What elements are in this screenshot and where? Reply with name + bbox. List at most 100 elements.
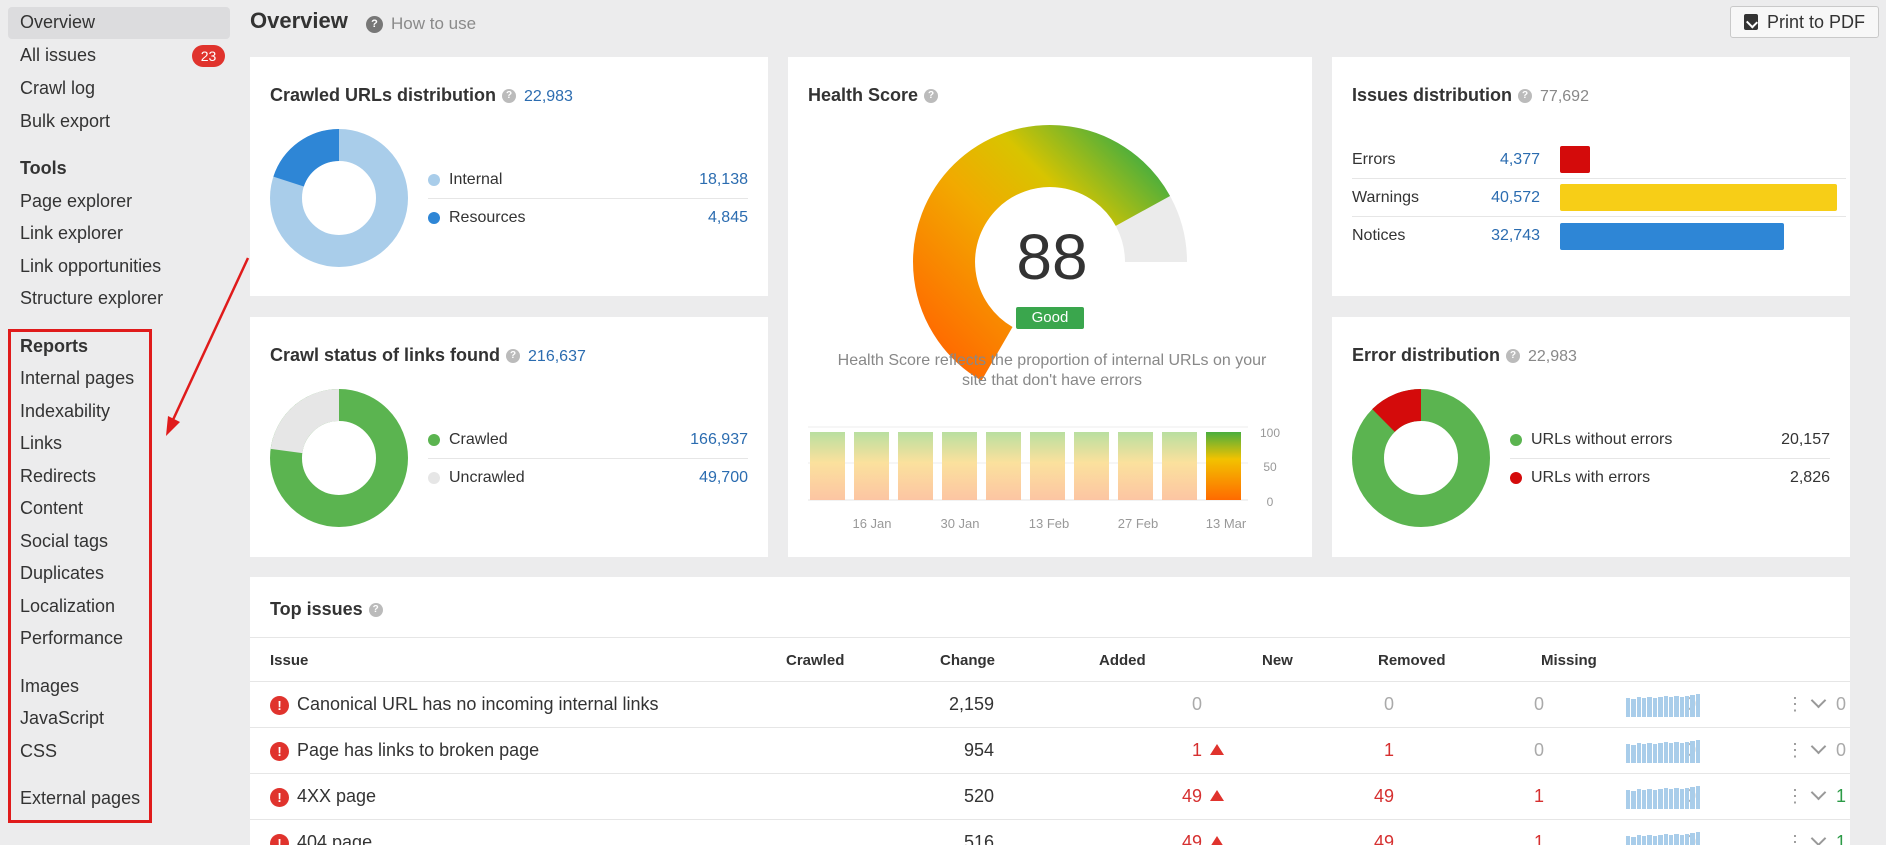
sidebar-item-duplicates[interactable]: Duplicates bbox=[20, 563, 105, 583]
issue-name[interactable]: Page has links to broken page bbox=[297, 740, 540, 760]
how-to-use-link[interactable]: ? How to use bbox=[366, 14, 476, 34]
more-options-icon[interactable]: ⋮ bbox=[1786, 832, 1804, 845]
sidebar-item-page-explorer[interactable]: Page explorer bbox=[20, 191, 133, 211]
sidebar-item-images[interactable]: Images bbox=[20, 676, 80, 696]
sidebar-item-link-explorer[interactable]: Link explorer bbox=[20, 223, 124, 243]
dist-row-warnings[interactable]: Warnings 40,572 bbox=[1352, 179, 1846, 217]
more-options-icon[interactable]: ⋮ bbox=[1786, 786, 1804, 806]
legend-urls-without-errors[interactable]: URLs without errors 20,157 bbox=[1510, 421, 1830, 459]
issue-name[interactable]: 404 page bbox=[297, 832, 373, 845]
sidebar-item-performance[interactable]: Performance bbox=[20, 628, 124, 648]
dist-row-errors[interactable]: Errors 4,377 bbox=[1352, 141, 1846, 179]
sidebar-item-indexability[interactable]: Indexability bbox=[20, 401, 111, 421]
table-row[interactable]: !4XX page5204949101⋮ bbox=[250, 774, 1850, 820]
history-bar[interactable] bbox=[1074, 432, 1109, 500]
new-value[interactable]: 1 bbox=[1533, 786, 1544, 806]
added-value[interactable]: 49 bbox=[1373, 832, 1394, 845]
legend-value[interactable]: 166,937 bbox=[690, 430, 748, 448]
help-icon[interactable]: ? bbox=[1518, 89, 1533, 104]
more-options-icon[interactable]: ⋮ bbox=[1786, 740, 1804, 760]
history-bar[interactable] bbox=[1118, 432, 1153, 500]
dist-value[interactable]: 40,572 bbox=[1491, 188, 1540, 206]
legend-urls-with-errors[interactable]: URLs with errors 2,826 bbox=[1510, 459, 1830, 497]
help-icon[interactable]: ? bbox=[368, 603, 383, 618]
help-icon[interactable]: ? bbox=[506, 349, 521, 364]
trend-sparkline bbox=[1626, 693, 1701, 717]
missing-value[interactable]: 0 bbox=[1835, 694, 1846, 714]
dist-value[interactable]: 4,377 bbox=[1499, 150, 1540, 168]
legend-uncrawled[interactable]: Uncrawled 49,700 bbox=[428, 459, 748, 497]
col-header-crawled[interactable]: Crawled bbox=[786, 652, 845, 669]
history-bar[interactable] bbox=[942, 432, 977, 500]
dist-row-notices[interactable]: Notices 32,743 bbox=[1352, 217, 1846, 255]
sidebar-item-social-tags[interactable]: Social tags bbox=[20, 531, 109, 551]
crawled-urls-total[interactable]: 22,983 bbox=[524, 88, 573, 105]
sparkline-bar bbox=[1695, 786, 1701, 809]
added-value[interactable]: 0 bbox=[1383, 694, 1394, 714]
history-bar[interactable] bbox=[1030, 432, 1065, 500]
sidebar-item-bulk-export[interactable]: Bulk export bbox=[20, 111, 111, 131]
new-value[interactable]: 1 bbox=[1533, 832, 1544, 845]
download-icon bbox=[1743, 14, 1758, 30]
more-options-icon[interactable]: ⋮ bbox=[1786, 694, 1804, 714]
sidebar-item-content[interactable]: Content bbox=[20, 498, 84, 518]
crawled-value[interactable]: 516 bbox=[963, 832, 994, 845]
new-value[interactable]: 0 bbox=[1533, 740, 1544, 760]
missing-value[interactable]: 0 bbox=[1835, 740, 1846, 760]
col-header-issue[interactable]: Issue bbox=[270, 652, 309, 669]
sidebar-item-javascript[interactable]: JavaScript bbox=[20, 708, 105, 728]
sidebar-item-external-pages[interactable]: External pages bbox=[20, 788, 141, 808]
sidebar-item-structure-explorer[interactable]: Structure explorer bbox=[20, 288, 164, 308]
sidebar-item-localization[interactable]: Localization bbox=[20, 596, 116, 616]
table-row[interactable]: ! Canonical URL has no incoming internal … bbox=[250, 682, 1850, 728]
legend-value[interactable]: 49,700 bbox=[699, 469, 748, 486]
table-row[interactable]: !404 page5164949101⋮ bbox=[250, 820, 1850, 845]
new-value[interactable]: 0 bbox=[1533, 694, 1544, 714]
history-bar[interactable] bbox=[810, 432, 845, 500]
col-header-added[interactable]: Added bbox=[1099, 652, 1146, 669]
sidebar-item-internal-pages[interactable]: Internal pages bbox=[20, 368, 135, 388]
sidebar-item-links[interactable]: Links bbox=[20, 433, 63, 453]
col-header-new[interactable]: New bbox=[1262, 652, 1293, 669]
legend-value[interactable]: 18,138 bbox=[699, 170, 748, 188]
sidebar-item-link-opportunities[interactable]: Link opportunities bbox=[20, 256, 162, 276]
sparkline-bar bbox=[1679, 743, 1684, 763]
history-bar[interactable] bbox=[986, 432, 1021, 500]
legend-value[interactable]: 4,845 bbox=[707, 209, 748, 226]
issue-name[interactable]: Canonical URL has no incoming internal l… bbox=[297, 694, 659, 714]
legend-resources[interactable]: Resources 4,845 bbox=[428, 199, 748, 237]
help-icon[interactable]: ? bbox=[924, 89, 939, 104]
error-distribution-total: 22,983 bbox=[1528, 348, 1577, 365]
history-bar[interactable] bbox=[854, 432, 889, 500]
missing-value[interactable]: 1 bbox=[1835, 786, 1846, 806]
col-header-missing[interactable]: Missing bbox=[1541, 652, 1597, 669]
added-value[interactable]: 1 bbox=[1383, 740, 1394, 760]
crawled-value[interactable]: 2,159 bbox=[948, 694, 994, 714]
sidebar-item-overview[interactable]: Overview bbox=[20, 12, 96, 32]
crawled-value[interactable]: 520 bbox=[963, 786, 994, 806]
help-icon[interactable]: ? bbox=[502, 89, 517, 104]
sidebar-item-crawl-log[interactable]: Crawl log bbox=[20, 78, 96, 98]
help-icon[interactable]: ? bbox=[1506, 349, 1520, 364]
col-header-change[interactable]: Change bbox=[940, 652, 996, 669]
table-header-divider bbox=[250, 637, 1850, 638]
sidebar-item-redirects[interactable]: Redirects bbox=[20, 466, 97, 486]
legend-crawled[interactable]: Crawled 166,937 bbox=[428, 421, 748, 459]
sidebar-item-all-issues[interactable]: All issues bbox=[20, 45, 97, 65]
col-header-removed[interactable]: Removed bbox=[1378, 652, 1446, 669]
legend-internal[interactable]: Internal 18,138 bbox=[428, 161, 748, 199]
history-bar[interactable] bbox=[898, 432, 933, 500]
issue-name[interactable]: 4XX page bbox=[297, 786, 377, 806]
history-bar[interactable] bbox=[1162, 432, 1197, 500]
added-value[interactable]: 49 bbox=[1373, 786, 1394, 806]
history-bar[interactable] bbox=[1206, 432, 1241, 500]
dist-value[interactable]: 32,743 bbox=[1491, 227, 1540, 244]
missing-value[interactable]: 1 bbox=[1835, 832, 1846, 845]
sidebar-item-css[interactable]: CSS bbox=[20, 741, 58, 761]
table-row[interactable]: !Page has links to broken page95411000⋮ bbox=[250, 728, 1850, 774]
crawl-status-total[interactable]: 216,637 bbox=[528, 348, 586, 365]
crawled-value[interactable]: 954 bbox=[963, 740, 994, 760]
print-to-pdf-button[interactable]: Print to PDF bbox=[1730, 6, 1879, 38]
legend-value[interactable]: 2,826 bbox=[1789, 469, 1830, 486]
legend-value[interactable]: 20,157 bbox=[1781, 430, 1830, 448]
